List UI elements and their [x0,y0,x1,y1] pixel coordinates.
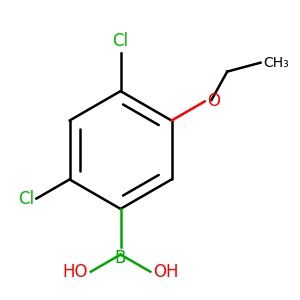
Text: B: B [115,249,126,267]
Text: OH: OH [153,263,178,281]
Text: CH₃: CH₃ [263,56,289,70]
Text: HO: HO [63,263,88,281]
Text: Cl: Cl [18,190,34,208]
Text: O: O [207,92,220,110]
Text: Cl: Cl [112,32,129,50]
